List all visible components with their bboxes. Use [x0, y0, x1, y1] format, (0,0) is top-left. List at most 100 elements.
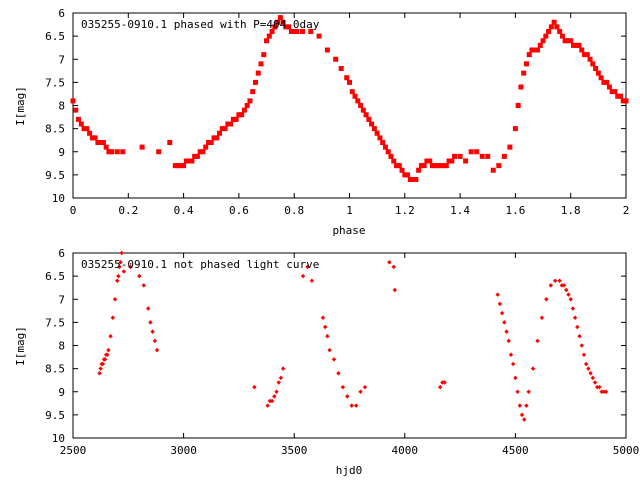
data-point	[554, 24, 560, 30]
x-tick-label: 1.4	[450, 204, 470, 217]
data-point	[324, 47, 330, 53]
data-point	[178, 163, 184, 169]
data-point	[98, 366, 103, 371]
data-point	[84, 126, 90, 132]
data-point	[333, 56, 339, 62]
data-point	[597, 384, 602, 390]
data-point	[102, 357, 108, 362]
data-point	[490, 167, 496, 173]
data-point	[331, 357, 337, 362]
data-point	[543, 33, 549, 39]
plot-frame	[72, 252, 627, 439]
data-point	[495, 292, 500, 297]
data-point	[504, 329, 509, 334]
data-point	[108, 334, 113, 339]
data-point	[272, 394, 277, 399]
data-point	[205, 140, 211, 145]
data-point	[402, 172, 408, 178]
y-tick-label: 10	[52, 192, 65, 205]
data-point	[515, 389, 520, 394]
data-point	[557, 29, 563, 34]
data-point	[590, 61, 596, 67]
data-point	[299, 29, 305, 34]
data-point	[345, 394, 350, 399]
data-point	[435, 163, 441, 169]
data-point	[369, 121, 375, 127]
data-point	[529, 47, 535, 53]
data-point	[532, 47, 538, 53]
data-point	[353, 403, 359, 408]
data-point	[150, 329, 155, 334]
data-point	[592, 380, 598, 385]
data-point	[280, 19, 286, 25]
data-point	[570, 42, 576, 48]
data-point	[340, 384, 346, 390]
data-point	[250, 89, 256, 95]
data-point	[294, 29, 300, 34]
x-tick-label: 0.6	[229, 204, 249, 217]
data-point	[197, 149, 203, 155]
data-point	[360, 107, 366, 113]
data-point	[115, 278, 120, 283]
data-point	[118, 260, 123, 265]
data-point	[139, 144, 145, 150]
data-point	[100, 361, 106, 367]
data-point	[366, 116, 372, 122]
y-tick-label: 6	[58, 7, 65, 20]
data-point	[604, 79, 610, 85]
x-tick-label: 2500	[60, 444, 87, 457]
data-point	[546, 29, 552, 34]
data-point	[598, 75, 604, 81]
data-point	[391, 158, 397, 164]
data-point	[521, 70, 527, 76]
data-point	[517, 403, 523, 408]
data-point	[499, 310, 505, 316]
y-tick-label: 6	[58, 247, 65, 260]
data-point	[236, 112, 242, 118]
data-point	[247, 98, 253, 104]
data-point	[588, 371, 593, 376]
data-point	[217, 130, 223, 136]
data-point	[266, 33, 272, 39]
data-point	[595, 384, 600, 390]
y-tick-label: 6.5	[45, 270, 65, 283]
data-point	[496, 163, 502, 169]
data-point	[564, 287, 569, 293]
x-tick-label: 0.4	[174, 204, 194, 217]
x-tick-label: 3000	[170, 444, 197, 457]
data-point	[89, 135, 95, 141]
data-point	[269, 29, 275, 34]
data-point	[557, 278, 562, 283]
data-point	[582, 52, 588, 58]
data-point	[105, 352, 110, 357]
data-point	[228, 121, 234, 127]
x-tick-label: 1	[346, 204, 353, 217]
data-point	[548, 283, 553, 288]
x-tick-label: 4000	[392, 444, 419, 457]
data-point	[437, 384, 443, 390]
data-point	[258, 61, 264, 67]
y-tick-label: 8	[58, 340, 65, 353]
data-point	[609, 89, 615, 95]
data-point	[277, 15, 283, 21]
data-point	[120, 149, 126, 155]
data-point	[186, 158, 192, 164]
data-point	[595, 70, 601, 76]
data-point	[103, 144, 109, 150]
data-point	[562, 38, 568, 44]
x-axis-label: phase	[332, 224, 365, 237]
data-point	[515, 103, 521, 108]
data-point	[441, 163, 447, 169]
y-tick-label: 8	[58, 100, 65, 113]
data-point	[309, 278, 315, 283]
data-point	[121, 269, 127, 274]
data-point	[443, 163, 449, 169]
data-point	[382, 144, 388, 150]
data-point	[603, 389, 609, 394]
data-point	[252, 79, 258, 85]
data-point	[522, 417, 527, 422]
data-point	[112, 297, 118, 302]
y-ticks: 6 6.5 7 7.5 8 8.5 9 9.5 10	[45, 247, 626, 445]
data-point	[70, 98, 76, 104]
